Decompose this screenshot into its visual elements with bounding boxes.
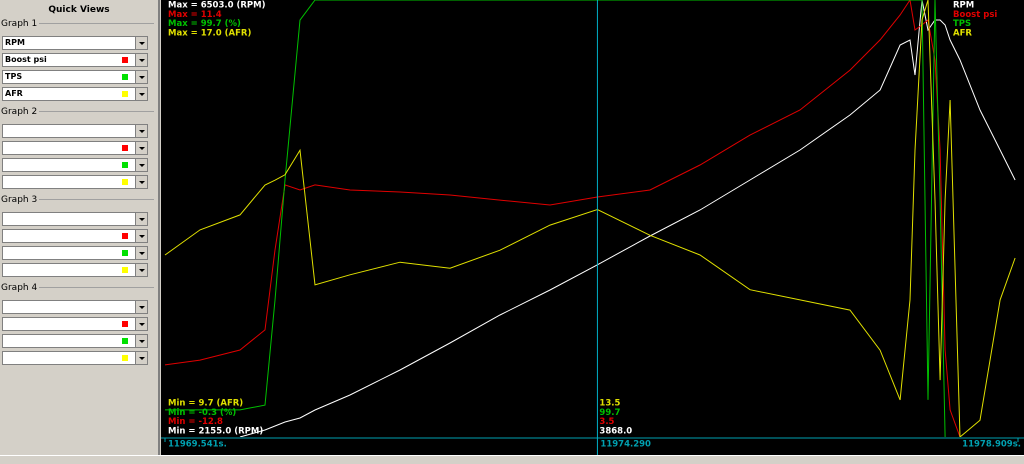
channel-name: RPM — [5, 38, 25, 47]
group-label: Graph 3 — [1, 195, 40, 205]
dropdown-arrow[interactable] — [135, 71, 147, 83]
cursor-readout: 13.5 — [599, 399, 620, 409]
trace-line — [164, 0, 1016, 437]
min-label: Min = -0.3 (%) — [168, 408, 236, 418]
channel-dropdown[interactable] — [2, 351, 148, 365]
dropdown-arrow[interactable] — [135, 247, 147, 259]
channel-name: AFR — [5, 89, 23, 98]
color-swatch — [122, 338, 128, 344]
min-label: Min = 2155.0 (RPM) — [168, 426, 263, 436]
dropdown-arrow[interactable] — [135, 159, 147, 171]
dropdown-arrow[interactable] — [135, 176, 147, 188]
legend-entry: RPM — [953, 1, 974, 11]
cursor-readout: 3.5 — [599, 417, 614, 427]
max-label: Max = 11.4 — [168, 10, 222, 20]
max-label: Max = 99.7 (%) — [168, 19, 241, 29]
graph-groups: Graph 1 RPM Boost psi TPS AFR Graph 2 Graph 3 G… — [0, 19, 158, 365]
max-label: Max = 17.0 (AFR) — [168, 28, 251, 38]
trace-line — [239, 0, 1016, 437]
channel-name: TPS — [5, 72, 23, 81]
color-swatch — [122, 355, 128, 361]
channel-dropdown[interactable] — [2, 334, 148, 348]
channel-dropdown[interactable]: TPS — [2, 70, 148, 84]
dropdown-arrow[interactable] — [135, 335, 147, 347]
color-swatch — [122, 91, 128, 97]
x-tick-label: 11969.541s. — [168, 440, 227, 450]
color-swatch — [122, 233, 128, 239]
chart: 11969.541s. 11974.290 11978.909s. Max = 650… — [161, 0, 1024, 455]
dropdown-arrow[interactable] — [135, 125, 147, 137]
cursor-readout: 3868.0 — [599, 426, 632, 436]
dropdown-arrow[interactable] — [135, 88, 147, 100]
min-label: Min = 9.7 (AFR) — [168, 399, 243, 409]
color-swatch — [122, 321, 128, 327]
panel-title: Quick Views — [48, 5, 110, 15]
color-swatch — [122, 145, 128, 151]
trace-line — [165, 0, 946, 437]
cursor-readout: 99.7 — [599, 408, 620, 418]
dropdown-arrow[interactable] — [135, 318, 147, 330]
channel-dropdown[interactable] — [2, 246, 148, 260]
group-label: Graph 2 — [1, 107, 40, 117]
legend-entry: AFR — [953, 28, 972, 38]
graph-group: Graph 2 — [1, 107, 154, 189]
x-tick-label: 11974.290 — [600, 440, 651, 450]
plot-background — [161, 0, 1024, 455]
x-tick-label: 11978.909s. — [962, 440, 1021, 450]
channel-dropdown[interactable]: AFR — [2, 87, 148, 101]
channel-dropdown[interactable] — [2, 229, 148, 243]
status-bar — [0, 455, 1024, 464]
color-swatch — [122, 162, 128, 168]
color-swatch — [122, 250, 128, 256]
channel-dropdown[interactable] — [2, 300, 148, 314]
dropdown-arrow[interactable] — [135, 352, 147, 364]
channel-dropdown[interactable] — [2, 317, 148, 331]
channel-dropdown[interactable] — [2, 158, 148, 172]
channel-name: Boost psi — [5, 55, 47, 64]
channel-dropdown[interactable] — [2, 263, 148, 277]
channel-dropdown[interactable]: Boost psi — [2, 53, 148, 67]
traces — [164, 0, 1016, 437]
dropdown-arrow[interactable] — [135, 142, 147, 154]
channel-dropdown[interactable] — [2, 141, 148, 155]
channel-dropdown[interactable] — [2, 175, 148, 189]
color-swatch — [122, 179, 128, 185]
color-swatch — [122, 57, 128, 63]
min-label: Min = -12.8 — [168, 417, 223, 427]
color-swatch — [122, 74, 128, 80]
group-label: Graph 1 — [1, 19, 40, 29]
dropdown-arrow[interactable] — [135, 37, 147, 49]
group-label: Graph 4 — [1, 283, 40, 293]
max-label: Max = 6503.0 (RPM) — [168, 1, 266, 11]
graph-group: Graph 3 — [1, 195, 154, 277]
quick-views-panel: Quick Views Graph 1 RPM Boost psi TPS AFR Gra… — [0, 0, 160, 455]
color-swatch — [122, 267, 128, 273]
legend-entry: Boost psi — [953, 10, 997, 20]
dropdown-arrow[interactable] — [135, 264, 147, 276]
dropdown-arrow[interactable] — [135, 54, 147, 66]
channel-dropdown[interactable]: RPM — [2, 36, 148, 50]
graph-group: Graph 1 RPM Boost psi TPS AFR — [1, 19, 154, 101]
dropdown-arrow[interactable] — [135, 301, 147, 313]
legend-entry: TPS — [953, 19, 971, 29]
channel-dropdown[interactable] — [2, 124, 148, 138]
dropdown-arrow[interactable] — [135, 213, 147, 225]
channel-dropdown[interactable] — [2, 212, 148, 226]
graph-group: Graph 4 — [1, 283, 154, 365]
dropdown-arrow[interactable] — [135, 230, 147, 242]
